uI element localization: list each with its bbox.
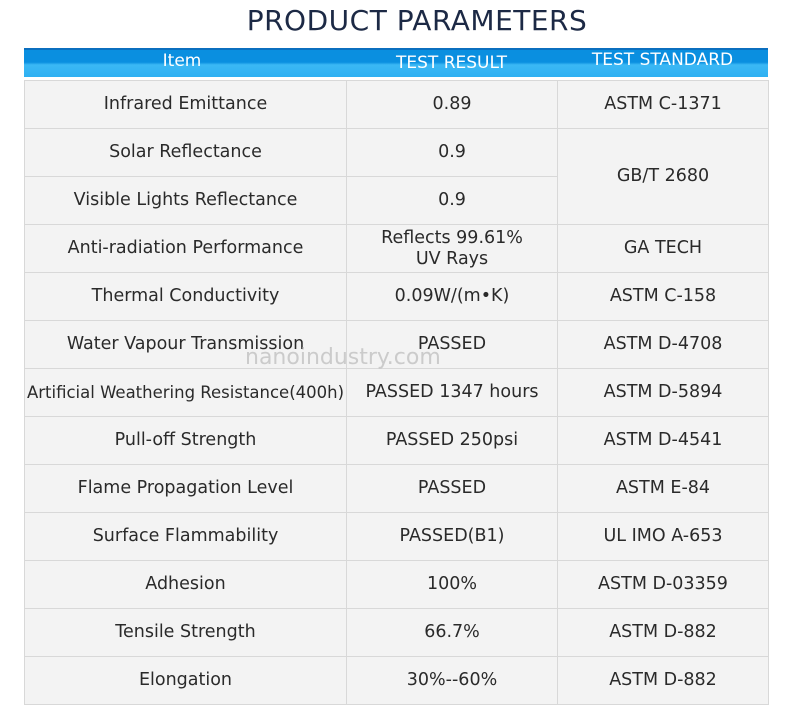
column-header: TEST STANDARD [591, 50, 734, 70]
cell-result: 0.09W/(m•K) [346, 272, 558, 321]
table-row: Pull-off Strength PASSED 250psi ASTM D-454… [24, 416, 769, 465]
table-row: Visible Lights Reflectance 0.9 [24, 176, 769, 225]
cell-result: 0.89 [346, 80, 558, 129]
watermark: nanoindustry.com [245, 345, 441, 370]
cell-standard: ASTM D-03359 [557, 560, 769, 609]
cell-item: Pull-off Strength [24, 416, 347, 465]
cell-standard: ASTM D-882 [557, 608, 769, 657]
cell-item: Thermal Conductivity [24, 272, 347, 321]
table-row: Infrared Emittance 0.89 ASTM C-1371 [24, 80, 769, 129]
cell-standard: GB/T 2680 [557, 128, 769, 225]
cell-item: Solar Reflectance [24, 128, 347, 177]
cell-item: Elongation [24, 656, 347, 705]
table-row: Thermal Conductivity 0.09W/(m•K) ASTM C-15… [24, 272, 769, 321]
cell-item: Water Vapour Transmission [24, 320, 347, 369]
cell-result: 66.7% [346, 608, 558, 657]
cell-standard: ASTM D-5894 [557, 368, 769, 417]
cell-standard: ASTM C-1371 [557, 80, 769, 129]
cell-item: Flame Propagation Level [24, 464, 347, 513]
cell-result: 30%--60% [346, 656, 558, 705]
cell-standard: GA TECH [557, 224, 769, 273]
column-header: Item [162, 51, 202, 71]
cell-item: Artificial Weathering Resistance(400h) [24, 368, 347, 417]
cell-result: PASSED 250psi [346, 416, 558, 465]
cell-standard: ASTM C-158 [557, 272, 769, 321]
table-row: Flame Propagation Level PASSED ASTM E-84 [24, 464, 769, 513]
table-row: Adhesion 100% ASTM D-03359 [24, 560, 769, 609]
cell-standard: ASTM D-4708 [557, 320, 769, 369]
cell-item: Adhesion [24, 560, 347, 609]
cell-result: PASSED [346, 320, 558, 369]
table-header: Item TEST RESULT TEST STANDARD [24, 48, 768, 77]
cell-result: PASSED [346, 464, 558, 513]
cell-result: 0.9 [346, 128, 558, 177]
page-title: PRODUCT PARAMETERS [246, 4, 588, 37]
table-row: Surface Flammability PASSED(B1) UL IMO A-6… [24, 512, 769, 561]
table-row: Artificial Weathering Resistance(400h) PA… [24, 368, 769, 417]
cell-standard: ASTM D-882 [557, 656, 769, 705]
table-row: Elongation 30%--60% ASTM D-882 [24, 656, 769, 705]
cell-standard: UL IMO A-653 [557, 512, 769, 561]
cell-item: Surface Flammability [24, 512, 347, 561]
cell-standard: ASTM E-84 [557, 464, 769, 513]
table-row: Anti-radiation Performance Reflects 99.61… [24, 224, 769, 273]
cell-result: 0.9 [346, 176, 558, 225]
cell-item: Tensile Strength [24, 608, 347, 657]
cell-result: PASSED 1347 hours [346, 368, 558, 417]
cell-result: 100% [346, 560, 558, 609]
cell-result: PASSED(B1) [346, 512, 558, 561]
table-row: Water Vapour Transmission PASSED ASTM D-47… [24, 320, 769, 369]
cell-item: Anti-radiation Performance [24, 224, 347, 273]
cell-standard: ASTM D-4541 [557, 416, 769, 465]
table-row: Tensile Strength 66.7% ASTM D-882 [24, 608, 769, 657]
table-row: Solar Reflectance 0.9 GB/T 2680 [24, 128, 769, 225]
column-header: TEST RESULT [395, 53, 507, 73]
cell-item: Visible Lights Reflectance [24, 176, 347, 225]
parameter-table: Infrared Emittance 0.89 ASTM C-1371 Solar R… [24, 80, 769, 705]
cell-result: Reflects 99.61% UV Rays [346, 224, 558, 273]
cell-item: Infrared Emittance [24, 80, 347, 129]
